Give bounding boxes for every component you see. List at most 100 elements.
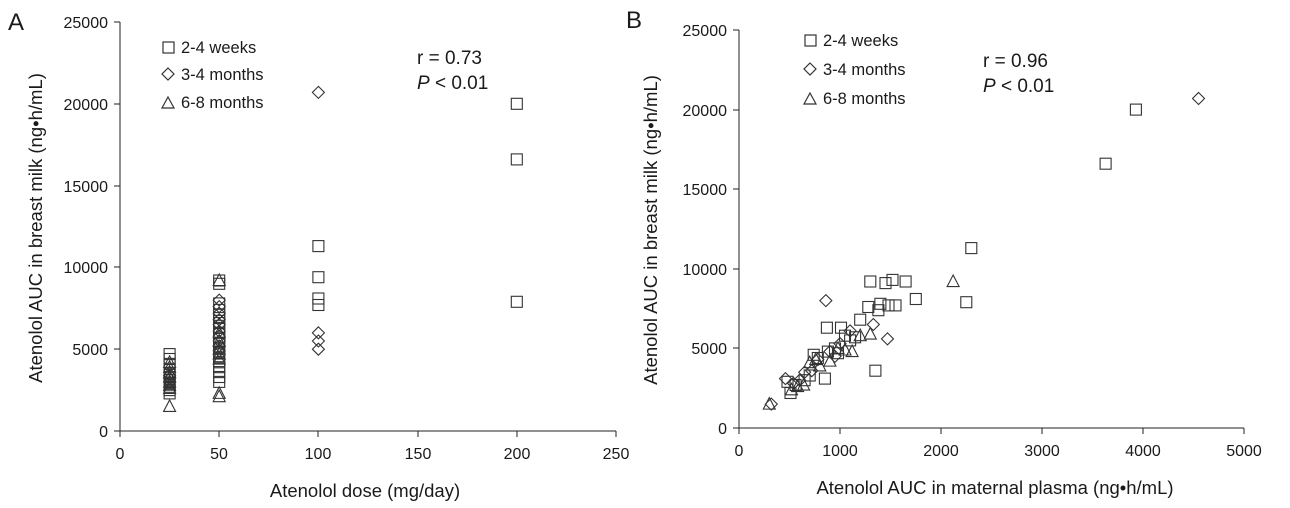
panel-a-legend: 2-4 weeks 3-4 months 6-8 months	[160, 39, 264, 112]
data-point-square	[820, 321, 833, 334]
data-point-square	[818, 372, 831, 385]
data-point-square	[854, 313, 867, 326]
panel-a-y-axis-title: Atenolol AUC in breast milk (ng•h/mL)	[25, 73, 46, 383]
panel-b-y-tick-label: 25000	[683, 23, 728, 40]
data-point-diamond	[162, 375, 177, 389]
legend-square-marker	[804, 34, 817, 47]
panel-a-y-tick-label: 10000	[64, 260, 109, 277]
panel-b-x-tick-label: 2000	[923, 443, 959, 460]
data-point-triangle	[162, 374, 177, 388]
panel-b-x-tick-label: 3000	[1024, 443, 1060, 460]
data-point-triangle	[812, 358, 827, 372]
data-point-triangle	[822, 353, 837, 367]
panel-b-legend-label-6-8-months: 6-8 months	[823, 90, 906, 108]
data-point-triangle	[162, 380, 177, 395]
panel-a-x-tick-label: 150	[405, 446, 432, 463]
data-point-square	[872, 304, 885, 317]
panel-a-y-ticks: 0 5000 10000 15000 20000 25000	[64, 15, 120, 441]
data-point-diamond	[311, 326, 326, 340]
data-point-triangle	[212, 325, 227, 339]
panel-a-y-tick-label: 15000	[64, 179, 109, 196]
panel-a-x-tick-label: 100	[305, 446, 332, 463]
panel-b-data-points	[762, 91, 1206, 411]
data-point-square	[874, 297, 887, 310]
data-point-triangle	[212, 333, 227, 347]
data-point-square	[807, 348, 820, 361]
data-point-square	[909, 292, 922, 306]
panel-b-legend: 2-4 weeks 3-4 months 6-8 months	[802, 32, 906, 108]
data-point-diamond	[212, 344, 226, 358]
data-point-diamond	[311, 334, 326, 348]
data-point-diamond	[819, 293, 833, 308]
data-point-triangle	[808, 351, 823, 366]
panel-b-y-tick-label: 0	[718, 421, 727, 438]
data-point-square	[510, 97, 523, 110]
data-point-square	[312, 271, 325, 284]
data-point-triangle	[831, 340, 845, 354]
panel-a-x-tick-label: 200	[504, 446, 531, 463]
panel-a-y-tick-label: 20000	[64, 97, 109, 114]
data-point-triangle	[212, 385, 227, 399]
data-point-diamond	[833, 336, 847, 351]
data-point-triangle	[162, 398, 177, 413]
data-point-triangle	[790, 378, 805, 393]
panel-b-legend-label-2-4-weeks: 2-4 weeks	[823, 32, 898, 50]
data-point-diamond	[866, 317, 881, 332]
data-point-diamond	[786, 376, 801, 391]
legend-diamond-marker	[803, 62, 817, 76]
panel-a-y-tick-label: 0	[99, 424, 108, 441]
panel-b-x-tick-label: 1000	[822, 443, 858, 460]
data-point-square	[879, 277, 892, 290]
panel-b-p-value: P < 0.01	[983, 76, 1054, 97]
panel-b-legend-label-3-4-months: 3-4 months	[823, 61, 906, 79]
panel-a-x-ticks: 0 50 100 150 200 250	[116, 431, 630, 463]
data-point-square	[510, 295, 523, 308]
panel-b-x-ticks: 0 1000 2000 3000 4000 5000	[735, 428, 1262, 460]
data-point-square	[213, 277, 226, 290]
panel-a-y-tick-label: 25000	[64, 15, 109, 32]
data-point-square	[886, 273, 899, 286]
panel-a-x-tick-label: 50	[210, 446, 228, 463]
panel-b-x-tick-label: 0	[735, 443, 744, 460]
data-point-triangle	[162, 359, 177, 373]
data-point-triangle	[853, 327, 868, 342]
panel-b-r-value: r = 0.96	[983, 51, 1048, 72]
data-point-square	[312, 292, 325, 305]
panel-b-letter: B	[626, 7, 642, 34]
panel-b-y-tick-label: 15000	[683, 182, 728, 199]
panel-b-stats-annotation: r = 0.96 P < 0.01	[983, 51, 1054, 97]
data-point-square	[312, 298, 325, 312]
data-point-triangle	[212, 341, 227, 355]
panel-b-x-tick-label: 5000	[1226, 443, 1262, 460]
data-point-square	[960, 296, 973, 309]
panel-a-x-tick-label: 0	[116, 446, 125, 463]
data-point-diamond	[311, 342, 326, 356]
panel-b-chart: B 0 5000 10000 15000 20000 25000 0 1000	[626, 7, 1262, 498]
data-point-triangle	[845, 343, 860, 358]
panel-b-y-tick-label: 10000	[683, 262, 728, 279]
data-point-diamond	[880, 332, 895, 346]
data-point-diamond	[843, 324, 857, 338]
data-point-triangle	[162, 354, 177, 368]
data-point-triangle	[946, 273, 961, 288]
panel-a-x-tick-label: 250	[603, 446, 630, 463]
data-point-triangle	[162, 364, 177, 378]
data-point-diamond	[311, 85, 326, 100]
panel-b-x-tick-label: 4000	[1125, 443, 1161, 460]
panel-b-y-tick-label: 5000	[691, 341, 727, 358]
panel-a-y-tick-label: 5000	[72, 342, 108, 359]
data-point-diamond	[797, 365, 812, 380]
data-point-square	[803, 369, 816, 382]
panel-a-data-points	[162, 85, 523, 413]
data-point-triangle	[762, 396, 777, 410]
panel-b-x-axis-title: Atenolol AUC in maternal plasma (ng•h/mL…	[816, 477, 1173, 498]
data-point-triangle	[212, 272, 227, 287]
data-point-diamond	[212, 324, 226, 338]
data-point-diamond	[1191, 91, 1206, 106]
legend-triangle-marker	[160, 95, 176, 109]
data-point-diamond	[764, 397, 779, 411]
data-point-square	[965, 242, 978, 255]
data-point-square	[1099, 157, 1112, 170]
data-point-triangle	[796, 377, 811, 391]
